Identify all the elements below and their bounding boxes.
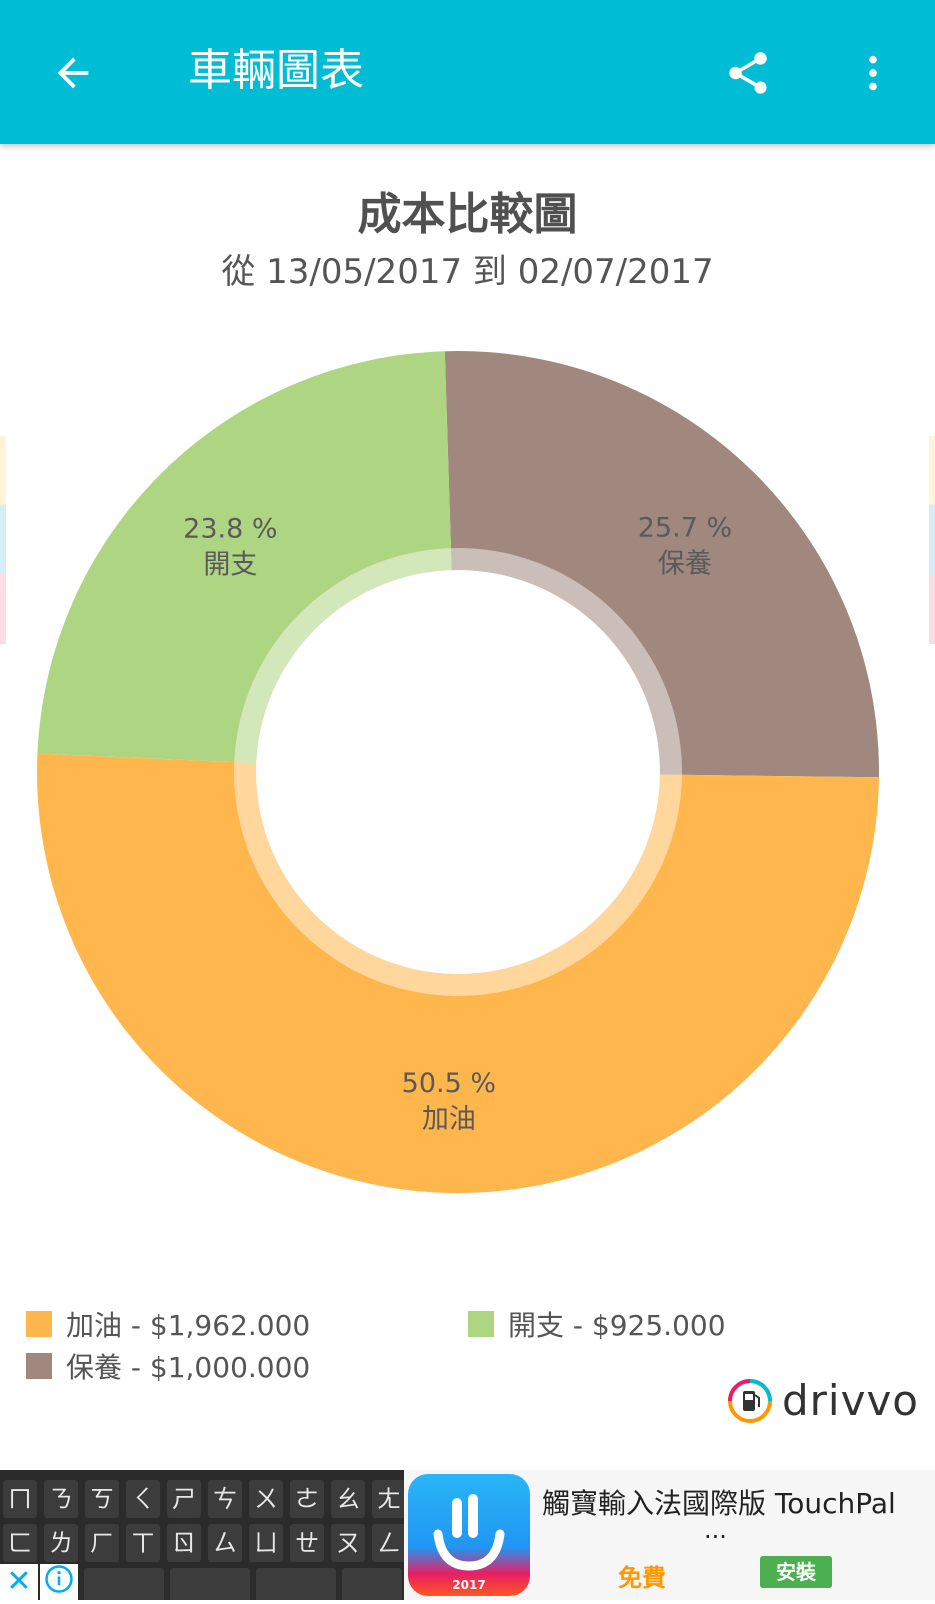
- info-icon: [45, 1565, 73, 1593]
- slice-inner-ring: [234, 548, 452, 764]
- keyboard-key: ㄠ: [331, 1480, 365, 1518]
- touchpal-logo: 2017: [408, 1474, 530, 1596]
- keyboard-key: ㄝ: [290, 1524, 324, 1562]
- legend-label: 保養 - $1,000.000: [66, 1351, 311, 1384]
- keyboard-key: ㄌ: [44, 1524, 78, 1562]
- slice-percent-label: 23.8 %: [183, 513, 277, 544]
- legend-swatch: [26, 1353, 52, 1379]
- close-icon: ✕: [6, 1564, 32, 1599]
- ad-ellipsis: ...: [704, 1516, 727, 1544]
- slice-name-label: 加油: [422, 1104, 476, 1135]
- keyboard-key-blank: [256, 1568, 336, 1600]
- slice-inner-ring: [450, 548, 682, 775]
- keyboard-key: ㄨ: [249, 1480, 283, 1518]
- keyboard-key-blank: [84, 1568, 164, 1600]
- chart-subtitle: 從 13/05/2017 到 02/07/2017: [221, 252, 714, 292]
- keyboard-key: ㄤ: [372, 1480, 406, 1518]
- keyboard-key: ㄕ: [167, 1480, 201, 1518]
- keyboard-key: ㄙ: [208, 1524, 242, 1562]
- keyboard-key: ㄒ: [126, 1524, 160, 1562]
- ad-content[interactable]: 2017 觸寶輸入法國際版 TouchPal ... 免費 安裝: [404, 1470, 935, 1600]
- ad-info-button[interactable]: [40, 1564, 78, 1600]
- legend-item-expense: 開支 - $925.000: [468, 1304, 726, 1344]
- ad-keyboard-preview: ㄇ ㄋ ㄎ ㄑ ㄕ ㄘ ㄨ ㄜ ㄠ ㄤ ㄈ ㄌ ㄏ ㄒ ㄖ ㄙ ㄩ ㄝ ㄡ ㄥ: [0, 1470, 410, 1600]
- ad-install-button[interactable]: 安裝: [760, 1556, 832, 1588]
- keyboard-key: ㄏ: [85, 1524, 119, 1562]
- keyboard-key: ㄡ: [331, 1524, 365, 1562]
- legend-label: 開支 - $925.000: [508, 1309, 726, 1342]
- brand-name: drivvo: [782, 1376, 920, 1425]
- legend-item-fuel: 加油 - $1,962.000: [26, 1304, 310, 1344]
- keyboard-key: ㄋ: [44, 1480, 78, 1518]
- keyboard-key: ㄘ: [208, 1480, 242, 1518]
- ad-close-button[interactable]: ✕: [0, 1564, 38, 1600]
- fuel-pump-icon: [728, 1378, 772, 1423]
- app-title: 車輛圖表: [188, 45, 364, 96]
- ad-free-label: 免費: [618, 1564, 666, 1592]
- touchpal-hand-icon: [433, 1494, 505, 1571]
- keyboard-key: ㄇ: [3, 1480, 37, 1518]
- slice-name-label: 開支: [203, 549, 257, 580]
- legend-swatch: [468, 1311, 494, 1337]
- right-edge-strip: [929, 436, 935, 644]
- arrow-back-icon: [57, 57, 89, 89]
- keyboard-key-blank: [170, 1568, 250, 1600]
- back-button[interactable]: [42, 42, 104, 104]
- keyboard-key-blank: [342, 1568, 402, 1600]
- keyboard-key: ㄖ: [167, 1524, 201, 1562]
- keyboard-key: ㄜ: [290, 1480, 324, 1518]
- ad-banner[interactable]: ㄇ ㄋ ㄎ ㄑ ㄕ ㄘ ㄨ ㄜ ㄠ ㄤ ㄈ ㄌ ㄏ ㄒ ㄖ ㄙ ㄩ ㄝ ㄡ ㄥ: [0, 1470, 935, 1600]
- slice-expense[interactable]: [37, 351, 452, 764]
- slice-percent-label: 50.5 %: [402, 1068, 496, 1099]
- legend-swatch: [26, 1311, 52, 1337]
- slice-name-label: 保養: [658, 549, 712, 580]
- ad-title: 觸寶輸入法國際版 TouchPal: [542, 1487, 896, 1520]
- share-icon: [729, 52, 767, 94]
- slice-maintenance[interactable]: [444, 351, 879, 778]
- left-edge-strip: [0, 436, 6, 644]
- slice-percent-label: 25.7 %: [638, 513, 732, 544]
- ad-logo-year: 2017: [452, 1578, 486, 1592]
- share-button[interactable]: [717, 42, 779, 104]
- legend-label: 加油 - $1,962.000: [66, 1309, 311, 1342]
- slice-fuel[interactable]: [37, 753, 879, 1193]
- drivvo-brand: drivvo: [726, 1376, 919, 1425]
- keyboard-key: ㄑ: [126, 1480, 160, 1518]
- keyboard-key: ㄈ: [3, 1524, 37, 1562]
- cost-donut-chart: 25.7 % 保養 50.5 % 加油 23.8 % 開支: [37, 351, 879, 1193]
- chart-title: 成本比較圖: [357, 189, 578, 240]
- keyboard-key: ㄩ: [249, 1524, 283, 1562]
- more-options-button[interactable]: [842, 42, 904, 104]
- legend-item-maintenance: 保養 - $1,000.000: [26, 1346, 310, 1386]
- keyboard-key: ㄎ: [85, 1480, 119, 1518]
- keyboard-key: ㄥ: [372, 1524, 406, 1562]
- app-bar: 車輛圖表: [0, 0, 935, 144]
- more-vert-icon: [869, 55, 877, 91]
